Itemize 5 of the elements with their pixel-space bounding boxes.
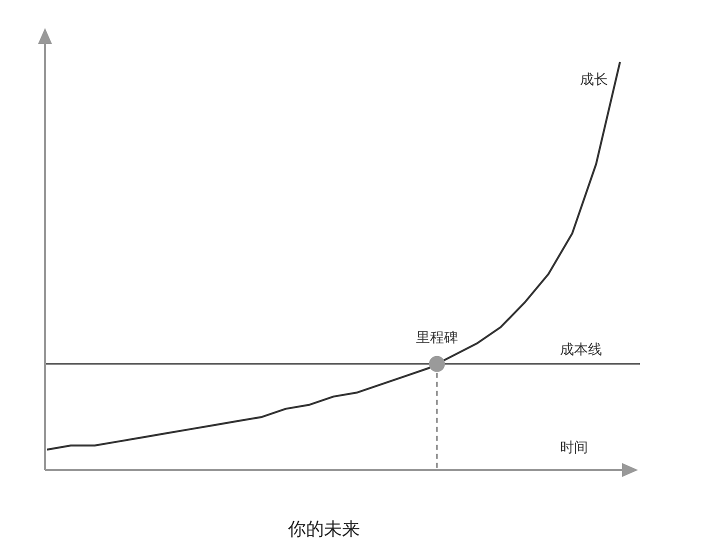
x-axis-title: 时间: [560, 440, 588, 456]
series-label: 成长: [580, 72, 608, 88]
annotation: 里程碑: [416, 330, 458, 346]
ref-line-label: 成本线: [560, 342, 602, 358]
text: 你的未来: [287, 519, 360, 540]
